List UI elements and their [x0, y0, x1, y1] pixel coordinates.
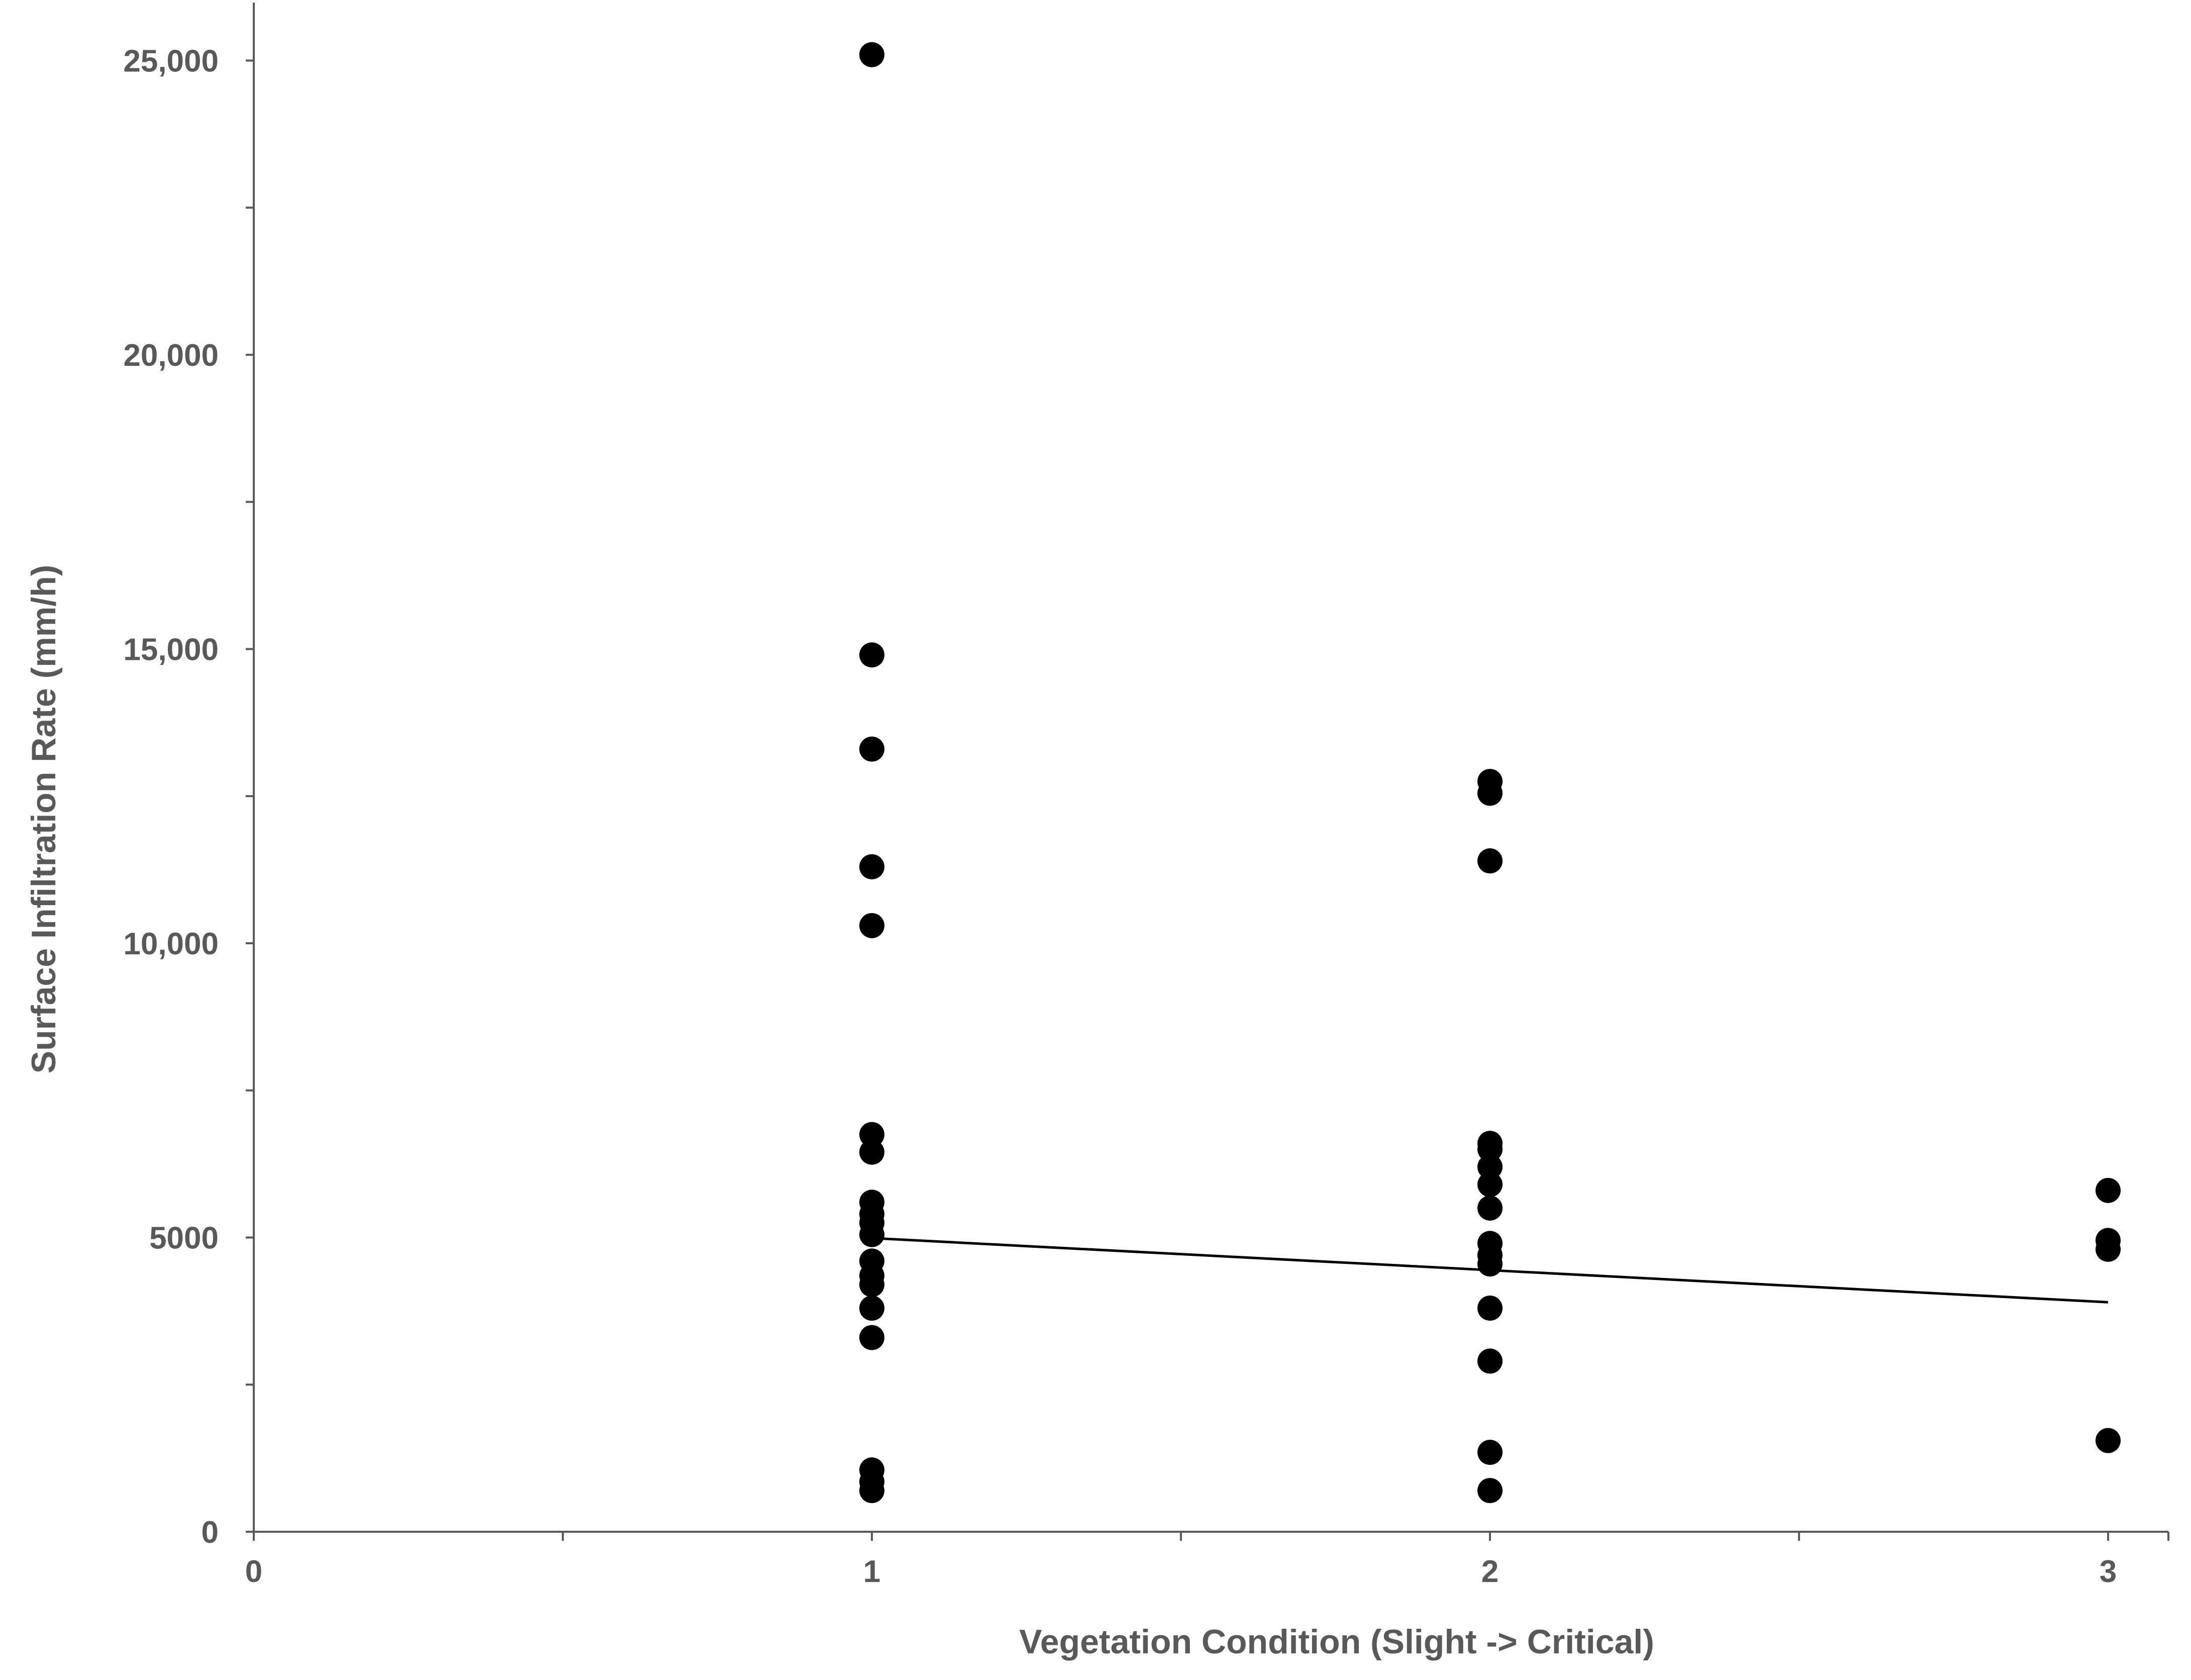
plot-area: 0 5000 10,000 15,000 20,000 25,000 0 1 2 3 [123, 3, 2169, 1589]
data-point [859, 642, 884, 668]
x-tick-label: 1 [863, 1554, 880, 1589]
data-point [1477, 1172, 1503, 1198]
data-point [859, 1122, 884, 1147]
y-tick-label: 15,000 [123, 633, 219, 667]
data-point [859, 1222, 884, 1247]
data-point [1477, 780, 1503, 806]
data-point [1477, 1154, 1503, 1179]
data-point [1477, 1251, 1503, 1277]
y-tick-label: 0 [202, 1515, 219, 1550]
data-point [859, 1296, 884, 1321]
data-point [1477, 1478, 1503, 1504]
x-tick-label: 3 [2100, 1554, 2117, 1589]
data-point [2096, 1236, 2121, 1262]
data-point [859, 913, 884, 938]
data-point [859, 1478, 884, 1504]
trendline [871, 1237, 2109, 1304]
data-point [859, 736, 884, 762]
data-point [859, 854, 884, 879]
y-tick-label: 25,000 [123, 44, 219, 79]
x-tick-label: 0 [245, 1554, 262, 1589]
data-point [859, 1325, 884, 1350]
data-point [2096, 1177, 2121, 1203]
y-axis-title: Surface Infiltration Rate (mm/h) [25, 565, 63, 1074]
data-point [1477, 1348, 1503, 1374]
data-point [1477, 1439, 1503, 1465]
y-tick-label: 5000 [149, 1221, 219, 1256]
data-point [1477, 1296, 1503, 1321]
data-point [1477, 848, 1503, 874]
x-axis-title: Vegetation Condition (Slight -> Critical… [1019, 1623, 1654, 1661]
data-point [1477, 1136, 1503, 1162]
data-point [859, 1272, 884, 1298]
x-tick-label: 2 [1481, 1554, 1499, 1589]
data-point [859, 42, 884, 67]
data-point [859, 1139, 884, 1165]
data-point [2096, 1428, 2121, 1453]
y-tick-label: 10,000 [123, 927, 219, 961]
y-tick-label: 20,000 [123, 338, 219, 373]
data-point [1477, 1195, 1503, 1221]
